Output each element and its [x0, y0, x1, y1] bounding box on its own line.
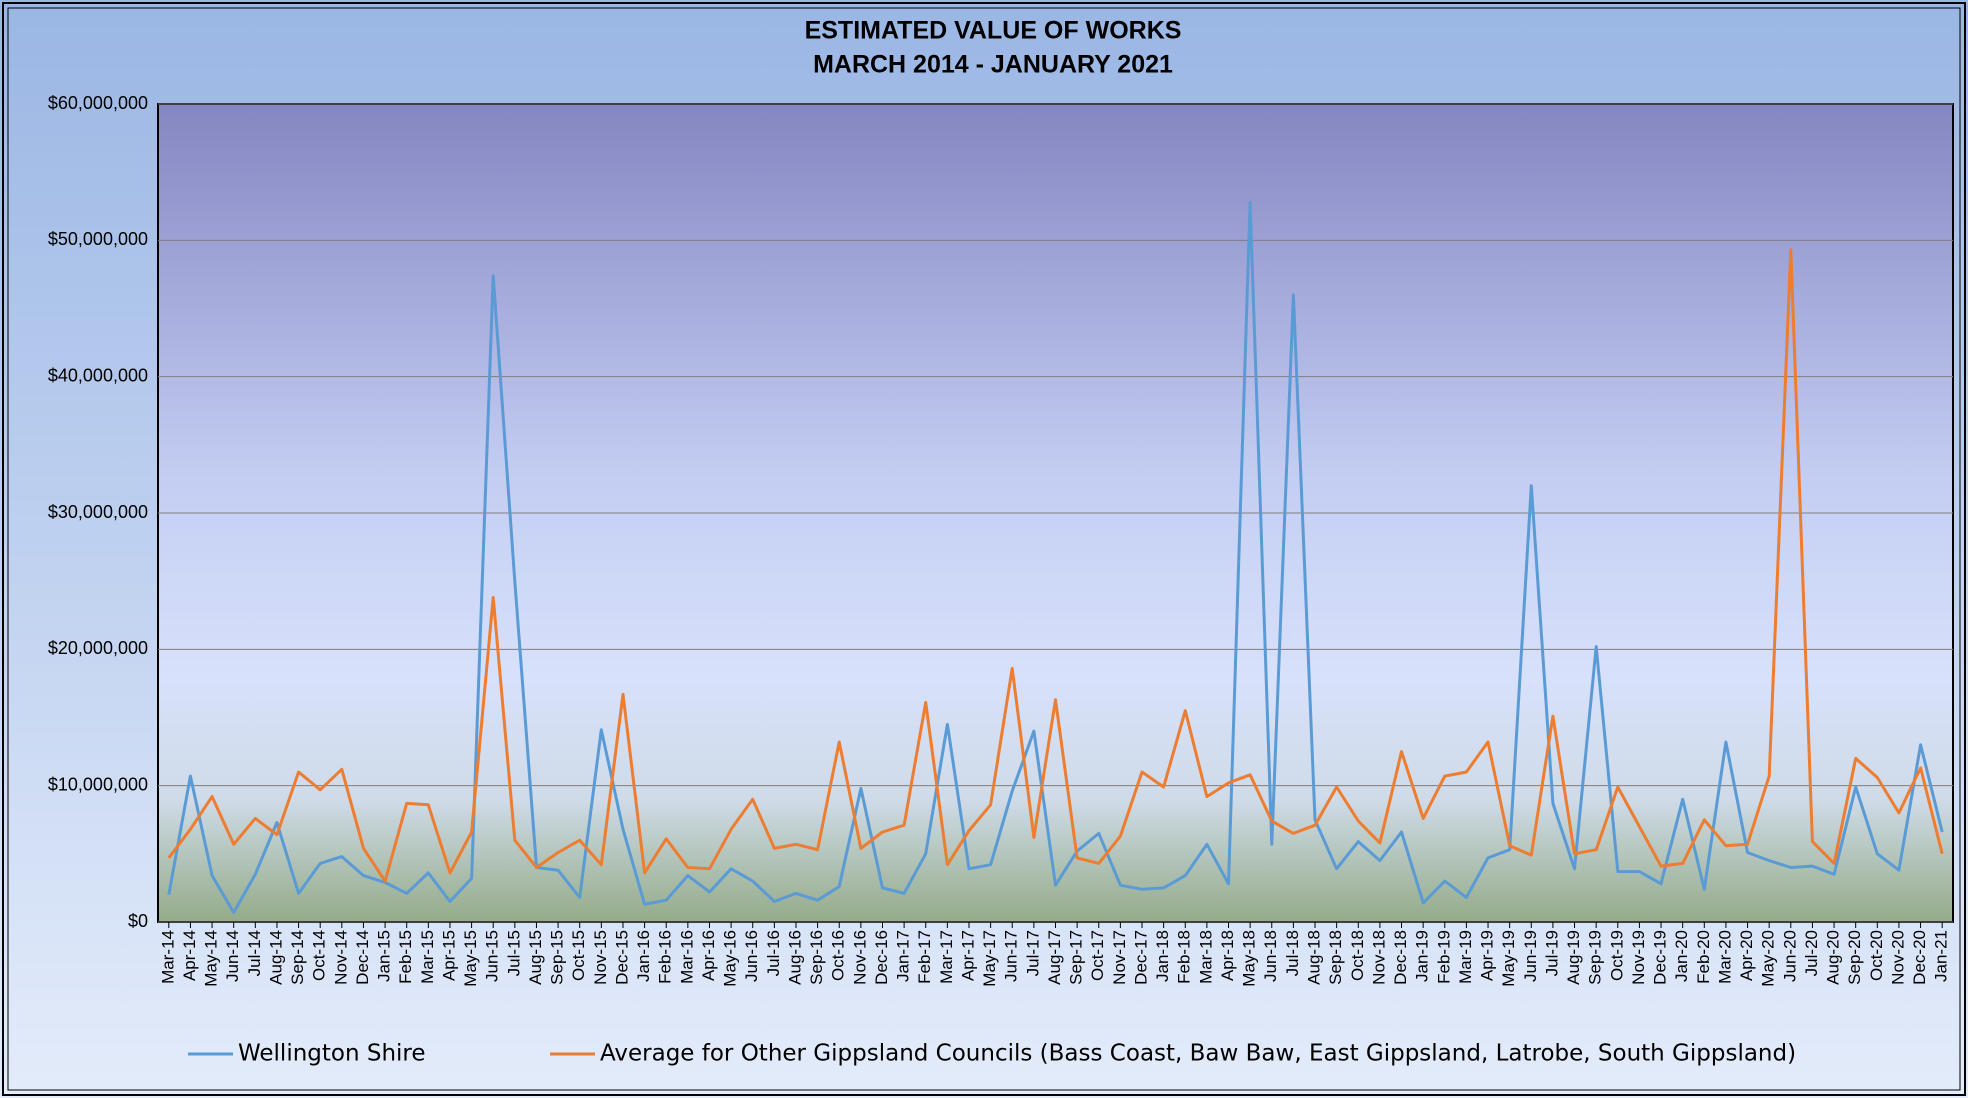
series-line	[167, 200, 1944, 914]
x-tick-label: Feb-20	[1694, 930, 1713, 984]
y-tick-label: $60,000,000	[48, 93, 148, 113]
x-tick-label: Oct-16	[829, 930, 848, 981]
x-tick-label: Apr-19	[1478, 930, 1497, 981]
x-tick-label: Jan-21	[1932, 930, 1951, 982]
x-tick-label: Jul-18	[1283, 930, 1302, 976]
x-tick-label: Jan-19	[1413, 930, 1432, 982]
x-tick-label: Feb-19	[1434, 930, 1453, 984]
x-tick-label: May-15	[461, 930, 480, 987]
y-tick-label: $50,000,000	[48, 229, 148, 249]
x-tick-label: Aug-20	[1824, 930, 1843, 985]
x-tick-label: Aug-16	[785, 930, 804, 985]
x-tick-label: Jul-17	[1023, 930, 1042, 976]
x-tick-label: Jun-18	[1261, 930, 1280, 982]
x-tick-label: Dec-19	[1651, 930, 1670, 985]
legend-label: Average for Other Gippsland Councils (Ba…	[600, 1041, 1796, 1067]
y-tick-label: $20,000,000	[48, 638, 148, 658]
x-tick-label: Oct-20	[1867, 930, 1886, 981]
x-tick-label: Jul-15	[504, 930, 523, 976]
x-tick-label: Sep-15	[548, 930, 567, 985]
x-tick-label: Jul-20	[1802, 930, 1821, 976]
x-tick-label: Mar-20	[1715, 930, 1734, 984]
x-tick-label: Mar-14	[158, 930, 177, 984]
y-tick-label: $30,000,000	[48, 502, 148, 522]
x-tick-label: Jan-17	[894, 930, 913, 982]
x-tick-label: May-20	[1759, 930, 1778, 987]
x-tick-label: Jun-14	[223, 930, 242, 982]
x-tick-label: Feb-18	[1175, 930, 1194, 984]
x-tick-label: May-19	[1499, 930, 1518, 987]
x-tick-label: May-16	[721, 930, 740, 987]
x-tick-label: Apr-20	[1737, 930, 1756, 981]
x-tick-label: Dec-18	[1391, 930, 1410, 985]
x-tick-label: Dec-17	[1131, 930, 1150, 985]
x-tick-label: Oct-17	[1088, 930, 1107, 981]
x-tick-label: Sep-19	[1586, 930, 1605, 985]
legend-label: Wellington Shire	[238, 1041, 426, 1067]
y-tick-label: $0	[128, 911, 148, 931]
x-tick-label: Aug-15	[526, 930, 545, 985]
series-line	[167, 248, 1944, 883]
x-tick-label: Apr-17	[958, 930, 977, 981]
x-tick-label: Mar-19	[1456, 930, 1475, 984]
x-tick-label: Apr-16	[699, 930, 718, 981]
x-tick-label: Sep-16	[807, 930, 826, 985]
x-tick-label: Jun-15	[483, 930, 502, 982]
x-tick-label: Feb-15	[396, 930, 415, 984]
x-tick-label: Jan-18	[1153, 930, 1172, 982]
x-tick-label: Jan-16	[634, 930, 653, 982]
x-tick-label: Oct-18	[1348, 930, 1367, 981]
x-tick-label: Aug-18	[1305, 930, 1324, 985]
x-tick-label: Sep-20	[1845, 930, 1864, 985]
x-tick-label: Apr-18	[1218, 930, 1237, 981]
x-tick-label: Jul-19	[1542, 930, 1561, 976]
x-tick-label: Nov-15	[591, 930, 610, 985]
x-tick-label: Sep-14	[288, 930, 307, 985]
inner-border	[7, 7, 1961, 1091]
x-tick-label: Nov-14	[331, 930, 350, 985]
x-tick-label: Nov-18	[1369, 930, 1388, 985]
x-tick-label: Feb-16	[656, 930, 675, 984]
y-tick-label: $10,000,000	[48, 774, 148, 794]
x-tick-label: Feb-17	[915, 930, 934, 984]
x-tick-label: Sep-18	[1326, 930, 1345, 985]
x-tick-label: Nov-17	[1110, 930, 1129, 985]
chart-title: ESTIMATED VALUE OF WORKS	[805, 17, 1182, 45]
x-tick-label: Dec-15	[612, 930, 631, 985]
x-tick-label: Dec-14	[353, 930, 372, 985]
x-tick-label: Apr-15	[439, 930, 458, 981]
x-tick-label: Mar-16	[677, 930, 696, 984]
y-tick-label: $40,000,000	[48, 365, 148, 385]
x-tick-label: Jun-17	[1002, 930, 1021, 982]
chart-subtitle: MARCH 2014 - JANUARY 2021	[813, 51, 1173, 79]
x-tick-label: Aug-14	[266, 930, 285, 985]
x-tick-label: Oct-19	[1607, 930, 1626, 981]
x-tick-label: Nov-16	[850, 930, 869, 985]
x-tick-label: May-18	[1240, 930, 1259, 987]
x-tick-label: Oct-15	[569, 930, 588, 981]
x-tick-label: Jan-15	[375, 930, 394, 982]
x-tick-label: Apr-14	[180, 930, 199, 981]
x-tick-label: Jul-16	[764, 930, 783, 976]
x-tick-label: Jun-20	[1780, 930, 1799, 982]
x-tick-label: Jul-14	[245, 930, 264, 976]
x-tick-label: Mar-18	[1196, 930, 1215, 984]
x-tick-label: Oct-14	[310, 930, 329, 981]
x-tick-label: Jun-16	[742, 930, 761, 982]
x-tick-label: Sep-17	[1067, 930, 1086, 985]
x-tick-label: May-14	[202, 930, 221, 987]
x-tick-label: Jun-19	[1521, 930, 1540, 982]
x-tick-label: Dec-16	[872, 930, 891, 985]
x-tick-label: Nov-20	[1888, 930, 1907, 985]
x-tick-label: Mar-15	[418, 930, 437, 984]
x-tick-label: May-17	[980, 930, 999, 987]
x-tick-label: Nov-19	[1629, 930, 1648, 985]
x-tick-label: Dec-20	[1910, 930, 1929, 985]
x-tick-label: Aug-17	[1045, 930, 1064, 985]
x-tick-label: Jan-20	[1672, 930, 1691, 982]
x-tick-label: Aug-19	[1564, 930, 1583, 985]
x-tick-label: Mar-17	[937, 930, 956, 984]
